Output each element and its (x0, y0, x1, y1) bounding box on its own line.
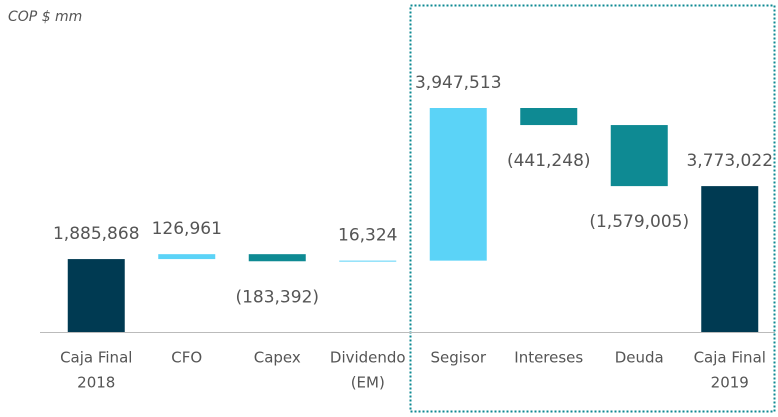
value-label: 126,961 (152, 219, 222, 239)
x-tick-label: (EM) (351, 374, 385, 392)
x-tick-label: Caja Final (60, 349, 132, 367)
value-label: (1,579,005) (589, 212, 689, 232)
value-label: (183,392) (235, 287, 319, 307)
bar (701, 186, 759, 332)
x-tick-label: Deuda (615, 349, 664, 367)
chart-subtitle: COP $ mm (8, 9, 82, 25)
x-tick-label: Caja Final (694, 349, 766, 367)
value-label: 3,773,022 (686, 151, 773, 171)
highlight-box (409, 4, 776, 413)
x-tick-label: 2018 (77, 374, 115, 392)
x-tick-label: Dividendo (330, 349, 406, 367)
bar (339, 260, 397, 262)
bar (67, 259, 125, 332)
value-label: (441,248) (507, 151, 591, 171)
bar (429, 108, 487, 261)
value-label: 16,324 (338, 226, 397, 246)
x-tick-label: 2019 (711, 374, 749, 392)
value-label: 1,885,868 (53, 224, 140, 244)
x-tick-label: CFO (171, 349, 202, 367)
bar (520, 108, 578, 126)
bar (610, 125, 668, 187)
x-tick-label: Capex (254, 349, 301, 367)
x-tick-label: Segisor (430, 349, 486, 367)
x-tick-label: Intereses (514, 349, 583, 367)
bar (248, 254, 306, 262)
bar (158, 254, 216, 260)
value-label: 3,947,513 (415, 73, 502, 93)
